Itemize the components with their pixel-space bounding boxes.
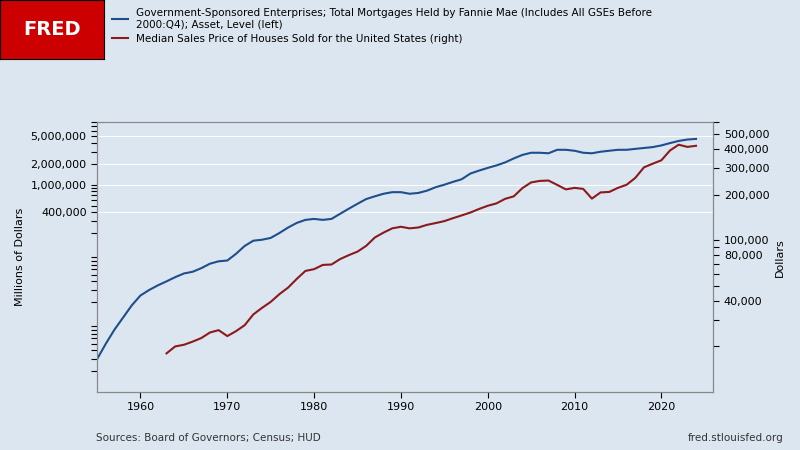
- Y-axis label: Dollars: Dollars: [775, 238, 785, 277]
- Text: FRED: FRED: [23, 20, 81, 39]
- Legend: Government-Sponsored Enterprises; Total Mortgages Held by Fannie Mae (Includes A: Government-Sponsored Enterprises; Total …: [110, 5, 655, 47]
- Text: fred.stlouisfed.org: fred.stlouisfed.org: [688, 433, 784, 443]
- Y-axis label: Millions of Dollars: Millions of Dollars: [15, 208, 25, 306]
- Text: Sources: Board of Governors; Census; HUD: Sources: Board of Governors; Census; HUD: [96, 433, 321, 443]
